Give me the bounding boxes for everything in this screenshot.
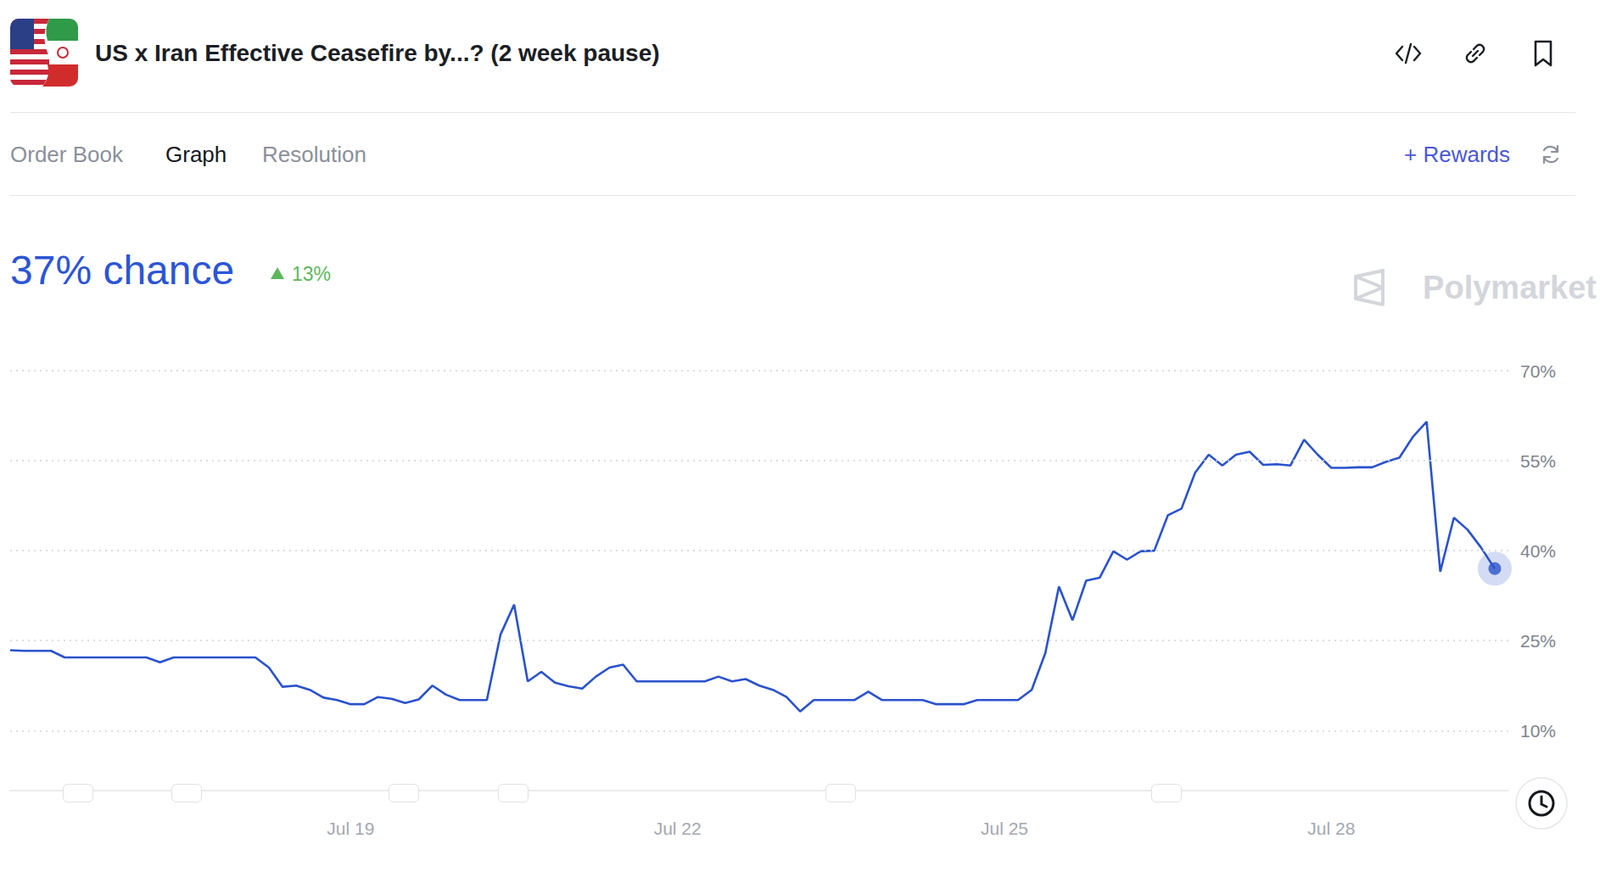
html-text:Polymarket: Polymarket [1422, 269, 1597, 306]
html-text:Graph: Graph [165, 141, 227, 168]
html-text:13%: 13% [291, 262, 331, 286]
svg-text:40%: 40% [1520, 541, 1556, 561]
html-text:Resolution: Resolution [262, 141, 367, 168]
svg-text:Jul 22: Jul 22 [654, 818, 702, 839]
html-text:+ Rewards: + Rewards [1404, 141, 1511, 168]
svg-text:70%: 70% [1520, 361, 1556, 381]
svg-text:Jul 28: Jul 28 [1307, 818, 1355, 839]
svg-text:Jul 25: Jul 25 [980, 818, 1029, 839]
html-text:Order Book: Order Book [10, 141, 124, 168]
html-text:37% chance: 37% chance [10, 247, 235, 293]
svg-text:Jul 19: Jul 19 [326, 818, 375, 839]
html-text:US x Iran Effective Ceasefire: US x Iran Effective Ceasefire by...? (2 … [95, 39, 660, 67]
svg-text:55%: 55% [1520, 451, 1556, 471]
svg-text:25%: 25% [1520, 631, 1556, 651]
svg-text:10%: 10% [1520, 721, 1556, 741]
